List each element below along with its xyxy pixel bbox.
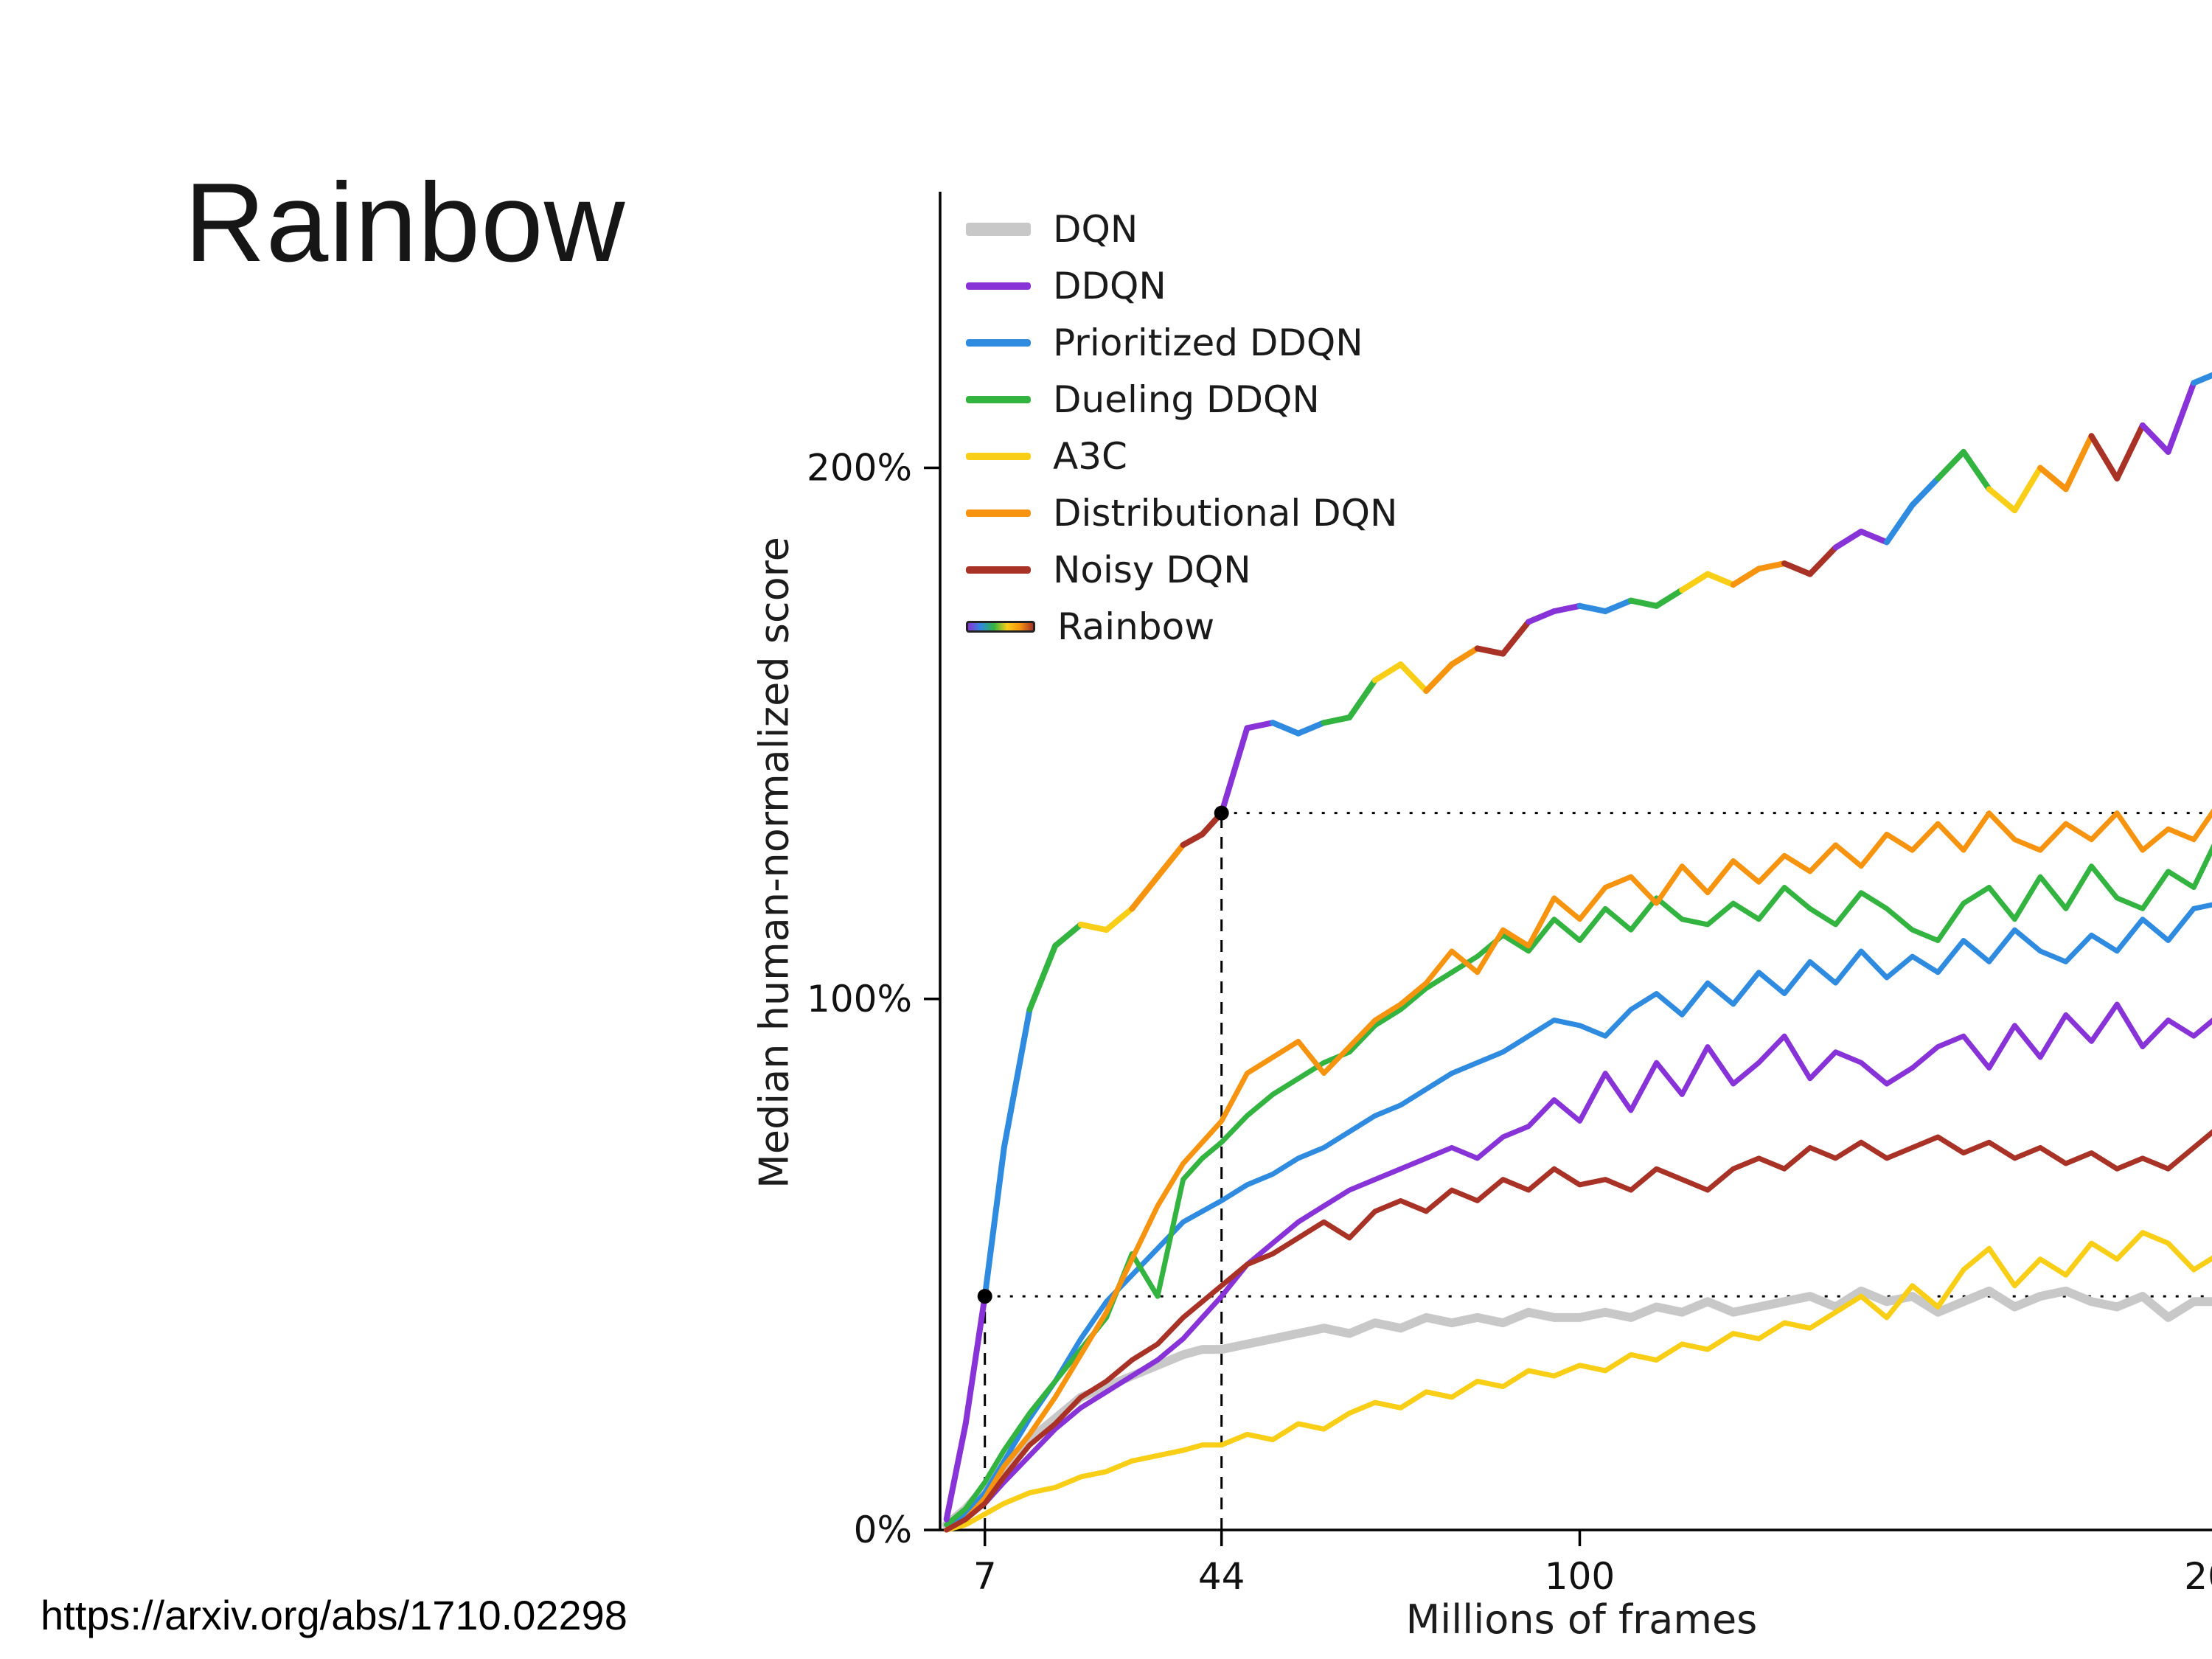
legend-swatch-distributional-dqn-icon — [966, 509, 1031, 517]
series-rainbow-segment — [1858, 528, 1890, 546]
series-rainbow-segment — [1423, 661, 1455, 695]
series-rainbow-segment — [1730, 566, 1762, 588]
series-rainbow-segment — [2191, 372, 2212, 386]
series-rainbow-segment — [1026, 942, 1059, 1013]
series-rainbow-segment — [1129, 874, 1161, 912]
series-rainbow-segment — [1474, 645, 1506, 657]
series-rainbow-segment — [1756, 560, 1788, 572]
series-rainbow-segment — [1935, 448, 1966, 481]
annotation-dot — [1214, 805, 1229, 821]
legend-item-dqn: DQN — [966, 201, 1397, 257]
y-tick-label: 200% — [807, 447, 912, 490]
series-rainbow-segment — [943, 1420, 969, 1523]
series-rainbow-segment — [1218, 725, 1251, 816]
page-title: Rainbow — [184, 160, 626, 285]
series-rainbow-segment — [2011, 465, 2044, 514]
series-rainbow-segment — [1576, 602, 1609, 614]
series-rainbow-segment — [2165, 380, 2197, 455]
series-rainbow-segment — [1346, 677, 1378, 721]
series-rainbow-segment — [1781, 560, 1813, 577]
annotation-dot — [977, 1289, 992, 1304]
series-rainbow-segment — [1052, 921, 1084, 949]
series-rainbow-segment — [962, 1293, 988, 1427]
y-tick-label: 100% — [807, 978, 912, 1020]
series-prioritized-ddqn — [944, 902, 2212, 1528]
chart-legend: DQN DDQN Prioritized DDQN Dueling DDQN A3C Di… — [966, 201, 1397, 655]
series-rainbow-segment — [1961, 448, 1992, 493]
series-rainbow-segment — [1627, 597, 1660, 609]
series-rainbow-segment — [1103, 905, 1135, 933]
x-tick-label: 200 — [2184, 1555, 2212, 1598]
legend-swatch-dqn-icon — [966, 222, 1031, 236]
source-link[interactable]: https://arxiv.org/abs/1710.02298 — [41, 1592, 627, 1638]
legend-label: Distributional DQN — [1053, 491, 1398, 535]
legend-item-dueling-ddqn: Dueling DDQN — [966, 371, 1397, 428]
series-ddqn — [944, 1001, 2212, 1533]
series-rainbow-segment — [1806, 544, 1839, 577]
legend-swatch-prioritized-ddqn-icon — [966, 338, 1031, 347]
series-rainbow-segment — [2062, 433, 2095, 493]
series-rainbow-segment — [1679, 571, 1711, 594]
series-distributional-dqn — [944, 808, 2212, 1533]
legend-label: Noisy DQN — [1053, 548, 1251, 591]
series-dqn — [942, 1286, 2212, 1529]
series-rainbow-segment — [2139, 422, 2171, 455]
x-tick-label: 100 — [1545, 1555, 1615, 1598]
series-dueling-ddqn — [944, 844, 2212, 1528]
series-rainbow-segment — [1001, 1006, 1033, 1151]
series-rainbow-segment — [1397, 661, 1430, 695]
x-axis-label: Millions of frames — [1405, 1596, 1758, 1643]
series-noisy-dqn — [944, 1129, 2212, 1533]
series-rainbow-segment — [1986, 486, 2018, 514]
series-rainbow-segment — [1602, 597, 1634, 614]
legend-swatch-rainbow-icon — [966, 620, 1035, 633]
legend-label: DQN — [1053, 207, 1138, 251]
series-rainbow-segment — [1500, 619, 1532, 657]
series-rainbow-segment — [1244, 720, 1276, 731]
series-rainbow-segment — [1077, 921, 1110, 933]
series-rainbow-segment — [981, 1144, 1007, 1300]
series-rainbow-segment — [1449, 645, 1481, 668]
legend-label: DDQN — [1053, 264, 1166, 307]
y-axis-label: Median human-normalized score — [751, 537, 798, 1189]
score-plot: 0% 100% 200% 7 44 100 200 — [807, 192, 2212, 1598]
series-rainbow-segment — [1180, 831, 1206, 848]
legend-item-a3c: A3C — [966, 428, 1397, 484]
series-rainbow-segment — [1526, 608, 1557, 625]
legend-label: Dueling DDQN — [1053, 378, 1320, 421]
legend-swatch-ddqn-icon — [966, 282, 1031, 290]
series-rainbow-segment — [1653, 587, 1686, 609]
series-rainbow-segment — [2114, 422, 2146, 481]
legend-item-rainbow: Rainbow — [966, 598, 1397, 655]
chart-figure: 0% 100% 200% 7 44 100 200 Median human-normali… — [723, 162, 2212, 1644]
series-rainbow-segment — [1154, 841, 1186, 880]
series-rainbow-segment — [2037, 465, 2069, 493]
legend-item-noisy-dqn: Noisy DQN — [966, 541, 1397, 598]
series-rainbow-segment — [1270, 720, 1301, 737]
legend-swatch-a3c-icon — [966, 452, 1031, 460]
series-rainbow-segment — [2088, 433, 2121, 481]
x-tick-label: 44 — [1198, 1555, 1245, 1598]
series-rainbow-segment — [1705, 571, 1736, 588]
legend-item-distributional-dqn: Distributional DQN — [966, 484, 1397, 541]
legend-item-ddqn: DDQN — [966, 257, 1397, 314]
legend-label: A3C — [1053, 434, 1127, 478]
legend-label: Prioritized DDQN — [1053, 321, 1363, 364]
series-rainbow-segment — [1551, 602, 1583, 614]
legend-swatch-dueling-ddqn-icon — [966, 395, 1031, 403]
legend-swatch-noisy-dqn-icon — [966, 566, 1031, 574]
series-rainbow-segment — [1832, 528, 1865, 551]
series-rainbow-segment — [1295, 720, 1327, 737]
series-rainbow-segment — [1909, 475, 1941, 508]
series-rainbow-segment — [1321, 714, 1353, 726]
series-rainbow-segment — [1371, 661, 1404, 684]
x-tick-label: 7 — [973, 1555, 997, 1598]
series-rainbow-segment — [1883, 501, 1916, 546]
legend-label: Rainbow — [1057, 605, 1215, 648]
y-tick-label: 0% — [854, 1509, 912, 1551]
series-a3c — [944, 1230, 2212, 1533]
legend-item-prioritized-ddqn: Prioritized DDQN — [966, 314, 1397, 371]
